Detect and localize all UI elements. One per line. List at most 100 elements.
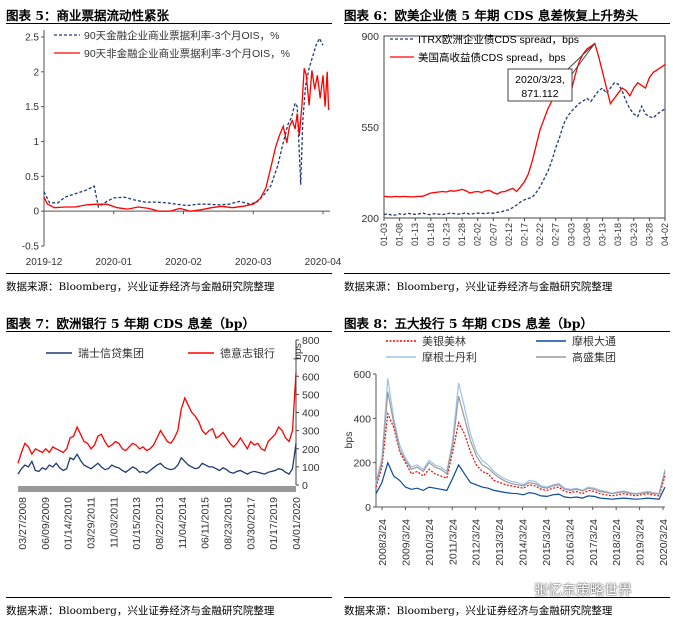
x-tick-label: 03-03 xyxy=(566,223,576,246)
chart-investment-bank-cds: 0 200 400 600 bps 2008/3/24 2009/3/24 2010/3/24… xyxy=(343,334,670,566)
annotation-date: 2020/3/23, xyxy=(515,74,565,86)
x-tick-label: 04/01/2020 xyxy=(291,497,303,550)
chart-corporate-cds: 200 550 900 01-03 01-08 01-13 01-18 01-23 01-28 0… xyxy=(361,31,670,246)
x-tick-label: 2016/3/24 xyxy=(564,519,576,566)
series-line-2 xyxy=(43,68,330,212)
legend-label-2: 德意志银行 xyxy=(220,346,275,360)
panel-7-bottom-rule xyxy=(6,597,332,598)
x-tick-label: 06/11/2015 xyxy=(200,497,212,549)
annotation-box xyxy=(507,68,573,102)
panel-6-source: 数据来源：Bloomberg，兴业证券经济与金融研究院整理 xyxy=(344,281,613,293)
series-line-1 xyxy=(375,411,666,497)
series-line-4 xyxy=(375,391,666,495)
y-axis-unit: bps xyxy=(292,343,304,360)
x-tick-label: 02-12 xyxy=(504,223,514,246)
y-tick-label: 2.5 xyxy=(25,32,39,43)
x-tick-label: 04-02 xyxy=(660,223,670,246)
y-tick-label: 200 xyxy=(302,444,320,456)
y-tick-label: 550 xyxy=(361,122,379,134)
y-tick-label: 600 xyxy=(302,371,320,383)
x-tick-label: 03-23 xyxy=(629,223,639,246)
x-tick-label: 01/17/2019 xyxy=(268,497,280,550)
x-tick-label: 01-23 xyxy=(441,223,451,246)
annotation-value: 871.112 xyxy=(521,88,558,100)
legend-label-1: 瑞士信贷集团 xyxy=(78,346,144,360)
x-tick-label: 11/03/2011 xyxy=(108,497,120,548)
x-tick-label: 2008/3/24 xyxy=(377,519,389,566)
x-tick-label: 2009/3/24 xyxy=(400,519,412,566)
x-tick-label: 2010/3/24 xyxy=(424,519,436,566)
panel-8-bottom-rule xyxy=(344,597,670,598)
series-line-2 xyxy=(17,372,297,464)
legend-label-2: 90天非金融企业商业票据利率-3个月OIS，% xyxy=(84,47,290,60)
panel-5-title: 图表 5：商业票据流动性紧张 xyxy=(6,8,170,23)
x-tick-label: 2020/3/24 xyxy=(658,519,670,566)
x-tick-label: 01-28 xyxy=(457,223,467,246)
x-tick-label: 03/27/2008 xyxy=(17,497,29,550)
x-tick-label: 08/23/2016 xyxy=(223,497,235,550)
series-line-2 xyxy=(383,42,666,198)
x-tick-label: 02-07 xyxy=(488,223,498,246)
y-tick-label: 200 xyxy=(353,458,371,470)
x-tick-label: 2019-12 xyxy=(26,257,63,268)
x-tick-label: 02-27 xyxy=(551,223,561,246)
x-tick-label: 2018/3/24 xyxy=(611,519,623,566)
annotation-leader-2 xyxy=(567,43,596,70)
y-tick-label: 0.5 xyxy=(25,172,39,183)
panel-7-title: 图表 7：欧洲银行 5 年期 CDS 息差（bp） xyxy=(6,316,255,331)
series-line-2 xyxy=(375,460,666,500)
x-tick-label: 03/29/2011 xyxy=(86,497,98,549)
legend-label-3: 摩根士丹利 xyxy=(422,350,477,364)
x-tick-label: 2015/3/24 xyxy=(541,519,553,566)
y-tick-label: 900 xyxy=(361,31,379,43)
y-tick-label: 400 xyxy=(353,413,371,425)
x-tick-label: 01-13 xyxy=(410,223,420,246)
y-tick-label: 700 xyxy=(302,353,320,365)
x-tick-label: 01/15/2013 xyxy=(131,497,143,550)
y-tick-label: 100 xyxy=(302,462,320,474)
x-tick-label: 2020-02 xyxy=(165,257,202,268)
x-tick-label: 08/22/2013 xyxy=(154,497,166,550)
y-tick-label: 600 xyxy=(353,369,371,381)
panel-6-title: 图表 6：欧美企业债 5 年期 CDS 息差恢复上升势头 xyxy=(344,8,638,23)
legend-label-1: ITRX欧洲企业债CDS spread，bps xyxy=(418,33,579,46)
y-tick-label: 800 xyxy=(302,335,320,347)
legend-label-1: 美银美林 xyxy=(422,334,466,348)
series-line-3 xyxy=(375,378,666,495)
legend-label-1: 90天金融企业商业票据利率-3个月OIS，% xyxy=(84,29,279,42)
panel-8-title: 图表 8：五大投行 5 年期 CDS 息差（bp） xyxy=(344,316,593,331)
watermark-text: 张忆东策略世界 xyxy=(534,583,632,599)
x-tick-label: 03/30/2017 xyxy=(245,497,257,550)
x-tick-label: 03-18 xyxy=(613,223,623,246)
x-tick-label: 02-02 xyxy=(473,223,483,246)
x-tick-label: 01-18 xyxy=(426,223,436,246)
x-tick-label: 2012/3/24 xyxy=(471,519,483,566)
x-tick-label: 2020-01 xyxy=(95,257,132,268)
x-tick-label: 2014/3/24 xyxy=(518,519,530,566)
x-tick-label: 2013/3/24 xyxy=(494,519,506,566)
y-tick-label: 200 xyxy=(361,213,379,225)
x-tick-label: 01-03 xyxy=(379,223,389,246)
legend-label-2: 美国高收益债CDS spread，bps xyxy=(418,51,566,64)
y-tick-label: 2 xyxy=(33,67,39,78)
y-tick-label: 1 xyxy=(33,137,39,148)
panel-5-source: 数据来源：Bloomberg，兴业证券经济与金融研究院整理 xyxy=(6,281,275,293)
y-tick-label: 300 xyxy=(302,426,320,438)
x-tick-label: 02-22 xyxy=(535,223,545,246)
x-tick-label: 2020-03 xyxy=(235,257,272,268)
y-tick-label: 400 xyxy=(302,408,320,420)
legend-label-2: 摩根大通 xyxy=(572,334,616,348)
y-tick-label: 0 xyxy=(365,502,371,514)
x-axis-band xyxy=(18,486,296,492)
series-line-1 xyxy=(17,443,297,475)
x-tick-label: 03-08 xyxy=(582,223,592,246)
x-tick-label: 03-28 xyxy=(644,223,654,246)
x-tick-label: 01/14/2010 xyxy=(63,497,75,550)
series-line-1 xyxy=(383,82,666,217)
x-tick-label: 03-13 xyxy=(598,223,608,246)
x-tick-label: 06/09/2009 xyxy=(40,497,52,550)
panel-6-top-rule xyxy=(344,23,670,24)
panel-8-top-rule xyxy=(344,331,670,332)
y-tick-label: 500 xyxy=(302,389,320,401)
